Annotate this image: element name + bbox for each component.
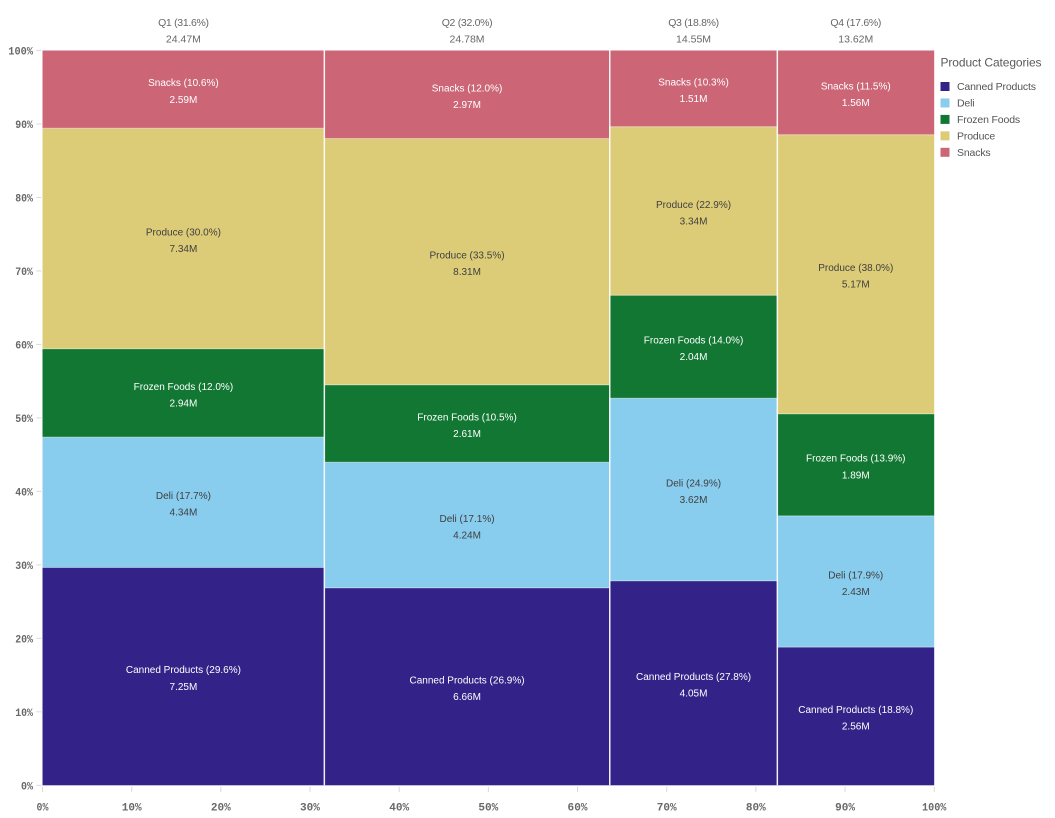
svg-text:Produce: Produce [957,131,995,143]
svg-text:2.59M: 2.59M [170,95,198,106]
svg-text:Snacks (11.5%): Snacks (11.5%) [821,81,891,92]
svg-text:2.56M: 2.56M [842,722,870,733]
svg-text:Frozen Foods: Frozen Foods [957,114,1020,126]
svg-text:Frozen Foods (13.9%): Frozen Foods (13.9%) [806,454,906,465]
svg-text:Canned Products: Canned Products [957,81,1036,93]
svg-text:4.34M: 4.34M [170,508,198,519]
svg-text:20%: 20% [211,803,231,815]
svg-text:30%: 30% [300,803,320,815]
svg-text:Frozen Foods (10.5%): Frozen Foods (10.5%) [417,412,517,423]
svg-text:Q4 (17.6%): Q4 (17.6%) [830,17,881,29]
svg-text:Snacks (10.6%): Snacks (10.6%) [148,78,219,89]
svg-text:1.51M: 1.51M [680,94,708,105]
svg-text:Produce (38.0%): Produce (38.0%) [818,263,893,274]
svg-text:80%: 80% [15,193,33,205]
svg-text:7.34M: 7.34M [170,244,198,255]
svg-text:24.47M: 24.47M [166,34,201,46]
svg-text:Snacks: Snacks [957,147,991,159]
svg-text:60%: 60% [15,340,33,352]
svg-text:0%: 0% [37,803,49,815]
svg-text:30%: 30% [15,561,33,573]
svg-text:14.55M: 14.55M [676,34,711,46]
svg-text:50%: 50% [15,414,33,426]
svg-text:1.56M: 1.56M [842,98,870,109]
svg-text:Deli (17.9%): Deli (17.9%) [828,570,883,581]
svg-text:100%: 100% [8,47,33,59]
svg-text:2.61M: 2.61M [453,429,481,440]
svg-text:90%: 90% [835,803,855,815]
svg-text:70%: 70% [657,803,677,815]
svg-text:Q2 (32.0%): Q2 (32.0%) [442,17,493,29]
svg-text:24.78M: 24.78M [450,34,485,46]
svg-text:60%: 60% [568,803,588,815]
svg-text:Produce (33.5%): Produce (33.5%) [430,250,505,261]
svg-text:Deli (17.7%): Deli (17.7%) [156,491,211,502]
svg-text:Q3 (18.8%): Q3 (18.8%) [668,17,719,29]
svg-text:Q1 (31.6%): Q1 (31.6%) [158,17,209,29]
svg-text:10%: 10% [15,708,33,720]
svg-text:Canned Products (26.9%): Canned Products (26.9%) [410,675,525,686]
svg-text:4.05M: 4.05M [680,689,708,700]
svg-text:2.97M: 2.97M [453,100,481,111]
svg-text:7.25M: 7.25M [170,682,198,693]
svg-text:Canned Products (18.8%): Canned Products (18.8%) [798,705,913,716]
svg-text:Snacks (10.3%): Snacks (10.3%) [658,77,729,88]
svg-text:Frozen Foods (14.0%): Frozen Foods (14.0%) [644,336,744,347]
svg-text:3.34M: 3.34M [680,216,708,227]
svg-text:80%: 80% [746,803,766,815]
svg-text:Canned Products (29.6%): Canned Products (29.6%) [126,665,241,676]
svg-text:5.17M: 5.17M [842,280,870,291]
svg-text:4.24M: 4.24M [453,530,481,541]
svg-text:Frozen Foods (12.0%): Frozen Foods (12.0%) [134,382,234,393]
svg-text:100%: 100% [922,803,947,815]
svg-text:3.62M: 3.62M [680,495,708,506]
svg-text:40%: 40% [389,803,409,815]
svg-text:Deli: Deli [957,98,975,110]
svg-text:10%: 10% [122,803,142,815]
svg-text:70%: 70% [15,267,33,279]
svg-text:50%: 50% [478,803,498,815]
svg-text:Produce (30.0%): Produce (30.0%) [146,227,221,238]
svg-text:40%: 40% [15,487,33,499]
svg-text:Deli (17.1%): Deli (17.1%) [440,514,495,525]
svg-text:2.04M: 2.04M [680,352,708,363]
svg-text:20%: 20% [15,634,33,646]
svg-text:2.94M: 2.94M [170,398,198,409]
svg-text:90%: 90% [15,120,33,132]
svg-text:2.43M: 2.43M [842,587,870,598]
svg-text:0%: 0% [21,781,33,793]
svg-text:13.62M: 13.62M [838,34,873,46]
svg-text:Product Categories: Product Categories [941,56,1042,70]
svg-text:Deli (24.9%): Deli (24.9%) [666,478,721,489]
svg-text:Produce (22.9%): Produce (22.9%) [656,200,731,211]
svg-text:8.31M: 8.31M [453,267,481,278]
svg-text:Canned Products (27.8%): Canned Products (27.8%) [636,672,751,683]
svg-text:Snacks (12.0%): Snacks (12.0%) [432,83,503,94]
svg-text:6.66M: 6.66M [453,692,481,703]
svg-text:1.89M: 1.89M [842,470,870,481]
